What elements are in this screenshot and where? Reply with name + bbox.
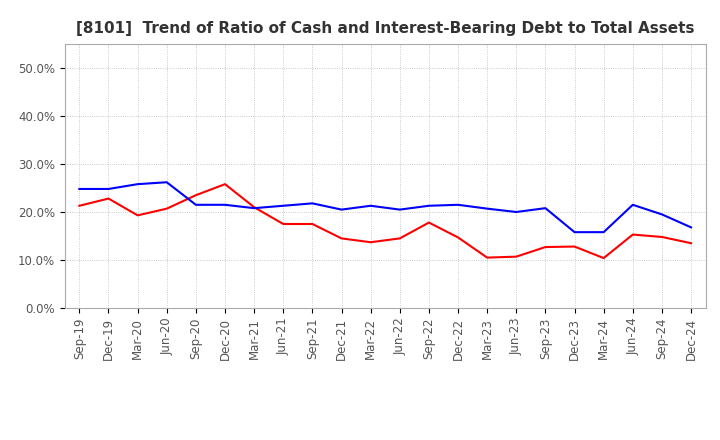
Interest-Bearing Debt	[192, 202, 200, 207]
Cash	[75, 203, 84, 209]
Cash	[512, 254, 521, 259]
Interest-Bearing Debt	[629, 202, 637, 207]
Cash	[192, 193, 200, 198]
Cash	[250, 205, 258, 210]
Cash	[541, 244, 550, 249]
Cash	[629, 232, 637, 237]
Cash	[366, 240, 375, 245]
Cash	[279, 221, 287, 227]
Cash	[425, 220, 433, 225]
Cash	[308, 221, 317, 227]
Cash	[599, 256, 608, 261]
Cash	[104, 196, 113, 201]
Cash	[133, 213, 142, 218]
Interest-Bearing Debt	[104, 186, 113, 191]
Cash	[163, 206, 171, 211]
Line: Interest-Bearing Debt: Interest-Bearing Debt	[79, 182, 691, 232]
Interest-Bearing Debt	[395, 207, 404, 212]
Interest-Bearing Debt	[75, 186, 84, 191]
Interest-Bearing Debt	[337, 207, 346, 212]
Cash	[483, 255, 492, 260]
Cash	[337, 236, 346, 241]
Title: [8101]  Trend of Ratio of Cash and Interest-Bearing Debt to Total Assets: [8101] Trend of Ratio of Cash and Intere…	[76, 21, 695, 36]
Interest-Bearing Debt	[163, 180, 171, 185]
Cash	[687, 241, 696, 246]
Line: Cash: Cash	[79, 184, 691, 258]
Cash	[454, 235, 462, 240]
Interest-Bearing Debt	[599, 230, 608, 235]
Interest-Bearing Debt	[366, 203, 375, 209]
Interest-Bearing Debt	[308, 201, 317, 206]
Interest-Bearing Debt	[657, 212, 666, 217]
Interest-Bearing Debt	[687, 225, 696, 230]
Interest-Bearing Debt	[279, 203, 287, 209]
Interest-Bearing Debt	[425, 203, 433, 209]
Interest-Bearing Debt	[454, 202, 462, 207]
Cash	[657, 235, 666, 240]
Interest-Bearing Debt	[220, 202, 229, 207]
Cash	[570, 244, 579, 249]
Interest-Bearing Debt	[570, 230, 579, 235]
Interest-Bearing Debt	[512, 209, 521, 215]
Interest-Bearing Debt	[483, 206, 492, 211]
Interest-Bearing Debt	[541, 205, 550, 211]
Cash	[395, 236, 404, 241]
Interest-Bearing Debt	[250, 205, 258, 211]
Interest-Bearing Debt	[133, 182, 142, 187]
Cash	[220, 182, 229, 187]
